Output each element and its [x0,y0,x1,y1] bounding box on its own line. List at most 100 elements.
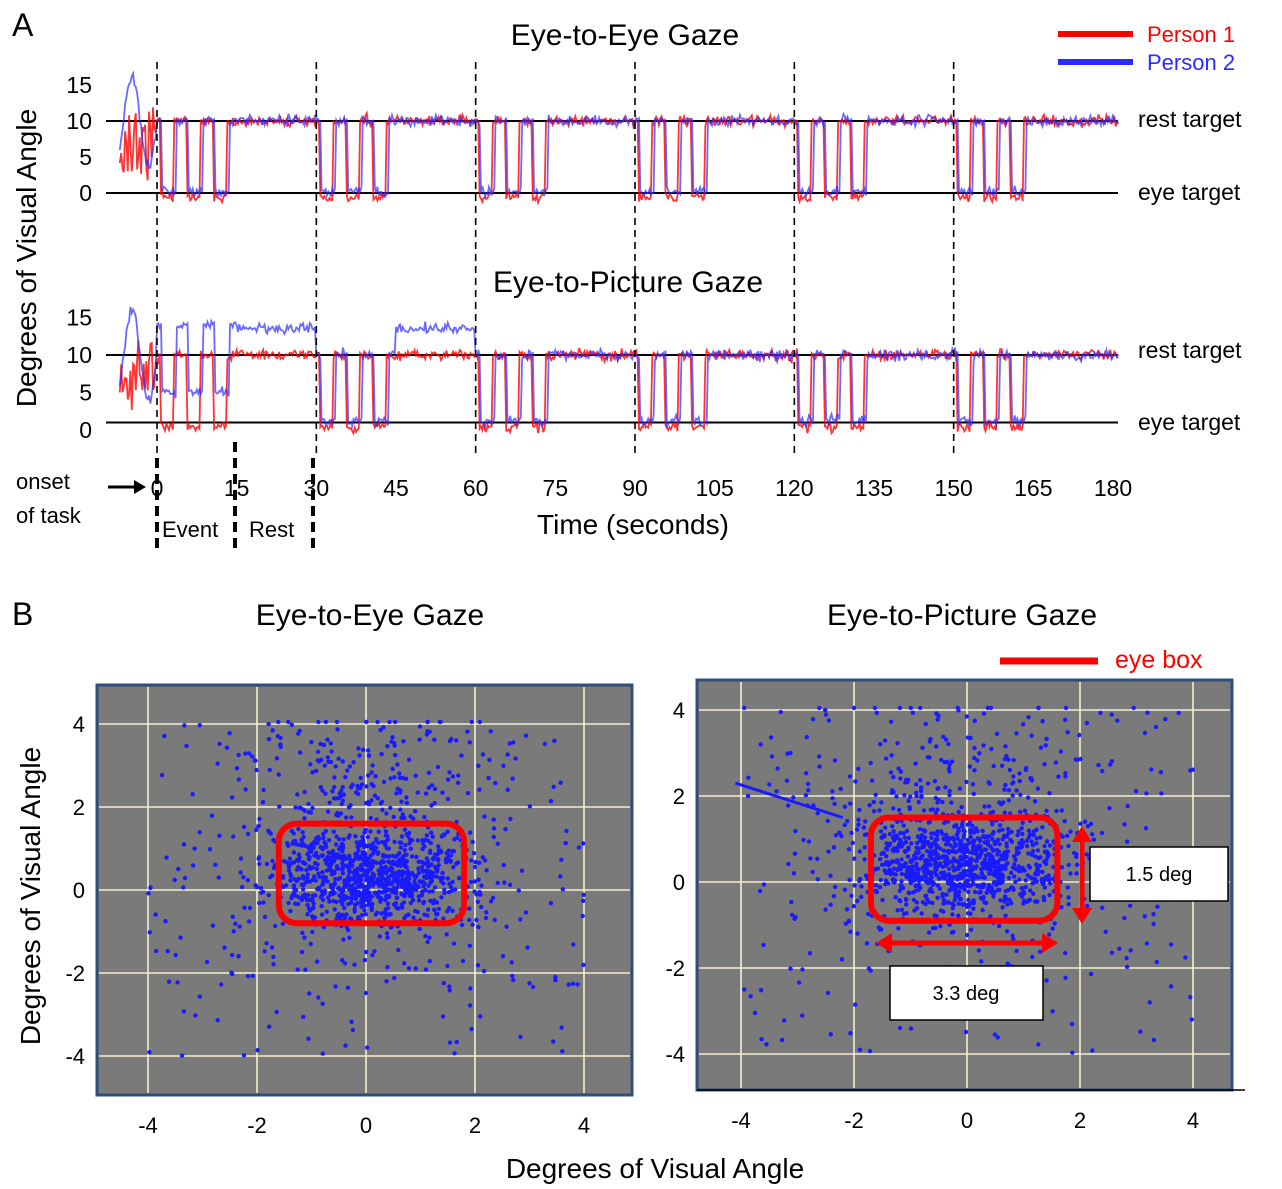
gaze-point [507,741,512,746]
gaze-point [951,849,956,854]
gaze-point [1019,838,1025,843]
eye-box-legend-label: eye box [1115,646,1203,674]
gaze-point [432,786,438,792]
gaze-point [832,758,838,763]
gaze-point [361,888,367,893]
gaze-point [1096,762,1101,768]
onset-label-line2: of task [16,503,82,528]
gaze-point [878,829,884,834]
gaze-point [513,756,518,761]
gaze-point [944,854,949,859]
gaze-point [956,828,961,833]
gaze-point [981,874,986,879]
gaze-point [1026,715,1031,720]
gaze-point [301,834,306,840]
panel-a-top-title: Eye-to-Eye Gaze [511,19,739,52]
gaze-point [1029,733,1034,738]
gaze-point [480,752,486,757]
gaze-point [976,875,982,880]
gaze-point [877,808,882,813]
gaze-point [873,888,879,894]
gaze-point [913,761,918,766]
gaze-point [958,848,963,854]
gaze-point [491,834,496,840]
gaze-point [929,849,935,854]
gaze-point [1032,799,1038,804]
gaze-point [310,805,315,811]
gaze-point [908,1026,914,1031]
gaze-point [938,908,944,913]
y-tick-label: -2 [65,961,85,986]
gaze-point [1144,791,1149,796]
gaze-point [1190,767,1195,772]
gaze-point [293,805,298,810]
gaze-point [394,791,399,796]
gaze-point [909,875,915,880]
gaze-point [402,870,408,875]
gaze-point [306,1036,311,1042]
gaze-point [842,887,848,892]
gaze-point [359,782,365,787]
gaze-point [826,849,831,854]
gaze-point [334,864,340,869]
gaze-point [752,1010,758,1016]
gaze-point [889,753,894,758]
gaze-point [335,886,341,891]
panel-b-left-title: Eye-to-Eye Gaze [256,599,484,632]
gaze-point [883,878,889,883]
gaze-point [450,774,456,779]
gaze-point [355,901,360,906]
gaze-point [1035,872,1041,877]
gaze-point [1050,926,1055,931]
gaze-point [982,900,987,905]
gaze-point [919,794,924,800]
gaze-point [348,803,353,808]
gaze-point [906,835,912,841]
gaze-point [1151,921,1156,927]
panel-a-x-tick-labels: 0 15 30 45 60 75 90 105 120 135 150 165 180 [151,475,1133,501]
gaze-point [493,780,498,786]
gaze-point [845,819,850,824]
gaze-point [1128,948,1133,953]
gaze-point [432,898,437,903]
gaze-point [1002,810,1007,815]
gaze-point [868,760,873,766]
gaze-point [310,929,315,935]
gaze-point [838,786,843,792]
gaze-point [946,866,952,871]
gaze-point [286,864,292,869]
gaze-point [312,874,317,879]
gaze-point [376,840,381,845]
x-tick-label: 0 [961,1108,973,1133]
gaze-point [390,766,395,772]
gaze-point [492,917,497,923]
gaze-point [307,864,312,869]
gaze-point [889,790,895,795]
x-tick-label: 2 [469,1113,481,1138]
gaze-point [297,805,302,811]
gaze-point [439,834,444,839]
y-tick-label: -4 [665,1042,685,1067]
gaze-point [864,832,869,837]
gaze-point [431,856,437,861]
gaze-point [891,774,896,780]
gaze-point [975,855,980,860]
gaze-point [1078,821,1083,826]
gaze-point [866,911,871,917]
gaze-point [385,964,390,970]
gaze-point [898,839,903,844]
gaze-point [972,768,977,773]
gaze-point [457,876,462,881]
gaze-point [1029,776,1034,781]
gaze-point [1176,710,1181,716]
gaze-point [349,896,354,901]
gaze-point [504,924,509,929]
gaze-point [1077,732,1082,738]
gaze-point [480,855,485,860]
gaze-point [1151,1037,1157,1043]
gaze-point [400,905,405,910]
gaze-point [976,948,982,953]
gaze-point [350,883,355,888]
gaze-point [518,917,523,922]
gaze-point [358,884,364,889]
